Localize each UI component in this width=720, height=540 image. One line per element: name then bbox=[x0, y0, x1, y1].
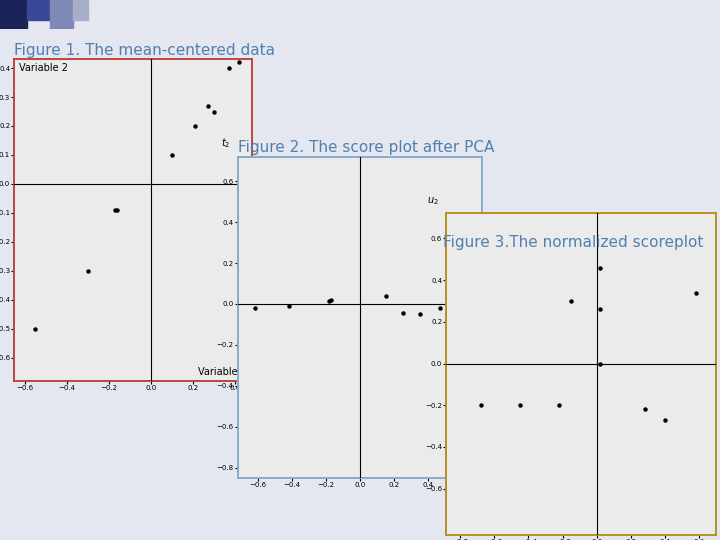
Point bbox=[166, 151, 178, 159]
Text: Variable 2: Variable 2 bbox=[19, 63, 68, 72]
Point bbox=[595, 359, 606, 368]
X-axis label: $t_1$: $t_1$ bbox=[477, 491, 487, 504]
Point bbox=[690, 288, 702, 297]
Y-axis label: $t_2$: $t_2$ bbox=[220, 137, 230, 150]
Point bbox=[554, 401, 565, 409]
Text: Figure 3.The normalized scoreplot: Figure 3.The normalized scoreplot bbox=[443, 235, 703, 250]
Bar bbox=[27, 0, 50, 21]
Y-axis label: $u_2$: $u_2$ bbox=[427, 195, 438, 207]
Point bbox=[112, 206, 123, 214]
Point bbox=[233, 58, 245, 66]
Point bbox=[379, 292, 391, 300]
Bar bbox=[0, 0, 27, 29]
Point bbox=[456, 302, 468, 310]
Text: Variable 1: Variable 1 bbox=[199, 368, 247, 377]
Bar bbox=[73, 0, 88, 21]
Point bbox=[323, 296, 335, 305]
Text: Figure 1. The mean-centered data: Figure 1. The mean-centered data bbox=[14, 43, 275, 58]
Point bbox=[249, 303, 261, 312]
Point bbox=[397, 309, 408, 318]
Point bbox=[514, 401, 526, 409]
Point bbox=[82, 266, 94, 275]
Point bbox=[595, 263, 606, 272]
Point bbox=[463, 302, 474, 310]
Point bbox=[660, 416, 671, 424]
Bar bbox=[50, 0, 73, 29]
Point bbox=[109, 206, 121, 214]
Point bbox=[414, 310, 426, 319]
Point bbox=[223, 64, 235, 72]
Point bbox=[189, 122, 201, 130]
Point bbox=[639, 405, 650, 414]
Point bbox=[474, 401, 486, 409]
Point bbox=[434, 303, 446, 312]
Point bbox=[208, 107, 220, 116]
Point bbox=[565, 296, 577, 305]
Point bbox=[595, 305, 606, 314]
Point bbox=[283, 302, 294, 310]
Text: Figure 2. The score plot after PCA: Figure 2. The score plot after PCA bbox=[238, 140, 494, 156]
Point bbox=[202, 102, 214, 110]
Point bbox=[30, 325, 41, 333]
Point bbox=[325, 295, 337, 304]
